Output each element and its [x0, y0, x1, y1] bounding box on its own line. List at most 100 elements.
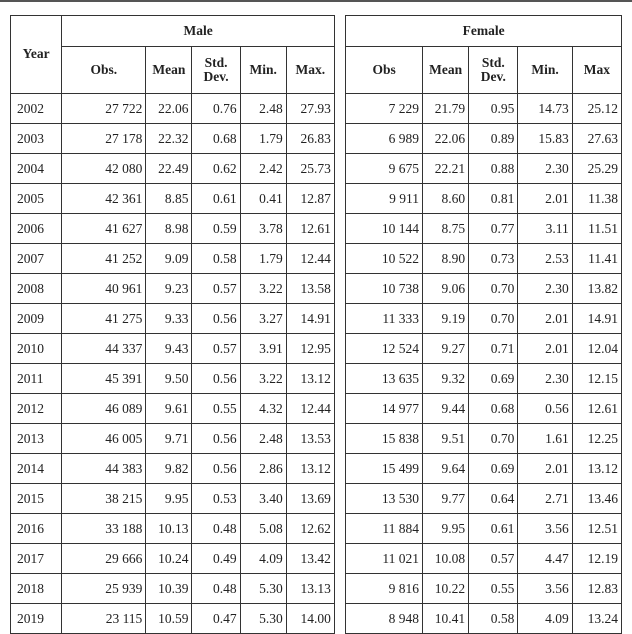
female-std-dev-cell: 0.70 [468, 273, 519, 304]
male-min-cell: 3.78 [239, 213, 287, 244]
female-std-dev-cell: 0.69 [468, 363, 519, 394]
female-std-dev-cell: 0.95 [468, 93, 519, 124]
table-row: 2012 46 089 9.61 0.55 4.32 12.44 14 977 9.44 0.6… [9, 393, 623, 424]
year-cell: 2012 [9, 393, 63, 424]
female-std-dev-cell: 0.70 [468, 303, 519, 334]
female-std-dev-cell: 0.71 [468, 333, 519, 364]
male-max-cell: 12.44 [285, 393, 335, 424]
male-max-cell: 13.12 [285, 363, 335, 394]
female-obs-cell: 13 530 [345, 483, 424, 514]
female-mean-cell: 9.64 [422, 453, 470, 484]
male-max-cell: 12.62 [285, 513, 335, 544]
table-row: 2016 33 188 10.13 0.48 5.08 12.62 11 884 9.95 0.… [9, 513, 623, 544]
table-body: 2002 27 722 22.06 0.76 2.48 27.93 7 229 21.79 0.… [9, 93, 623, 634]
male-obs-cell: 38 215 [61, 483, 147, 514]
male-std-dev-cell: 0.55 [191, 393, 241, 424]
year-cell: 2003 [9, 123, 63, 154]
female-group-header: Female [345, 15, 622, 47]
column-spacer [333, 93, 347, 124]
male-min-cell: 4.09 [239, 543, 287, 574]
male-std-dev-cell: 0.48 [191, 573, 241, 604]
female-max-cell: 13.82 [571, 273, 623, 304]
female-mean-cell: 9.06 [422, 273, 470, 304]
header-columns-row: Obs. Mean Std. Dev. Min. Max. Obs Mean S… [11, 46, 623, 94]
table-row: 2005 42 361 8.85 0.61 0.41 12.87 9 911 8.60 0.81… [9, 183, 623, 214]
column-spacer [333, 273, 347, 304]
column-spacer [333, 423, 347, 454]
male-min-cell: 1.79 [239, 123, 287, 154]
male-mean-cell: 8.98 [145, 213, 193, 244]
column-spacer [333, 483, 347, 514]
female-min-cell: 2.30 [517, 363, 573, 394]
column-spacer [333, 603, 347, 634]
male-std-dev-cell: 0.56 [191, 363, 241, 394]
female-max-cell: 25.29 [571, 153, 623, 184]
male-max-cell: 12.95 [285, 333, 335, 364]
male-max-cell: 25.73 [285, 153, 335, 184]
column-spacer [333, 363, 347, 394]
male-std-dev-cell: 0.62 [191, 153, 241, 184]
table-row: 2014 44 383 9.82 0.56 2.86 13.12 15 499 9.64 0.6… [9, 453, 623, 484]
female-obs-cell: 11 021 [345, 543, 424, 574]
female-max-cell: 12.04 [571, 333, 623, 364]
male-max-cell: 27.93 [285, 93, 335, 124]
female-std-dev-cell: 0.73 [468, 243, 519, 274]
year-cell: 2015 [9, 483, 63, 514]
female-obs-cell: 10 144 [345, 213, 424, 244]
column-spacer [333, 543, 347, 574]
male-mean-cell: 9.71 [145, 423, 193, 454]
male-mean-cell: 9.95 [145, 483, 193, 514]
male-std-dev-cell: 0.59 [191, 213, 241, 244]
female-max-cell: 13.12 [571, 453, 623, 484]
male-min-cell: 3.91 [239, 333, 287, 364]
female-obs-cell: 8 948 [345, 603, 424, 634]
male-obs-cell: 23 115 [61, 603, 147, 634]
male-min-cell: 0.41 [239, 183, 287, 214]
male-max-cell: 14.91 [285, 303, 335, 334]
male-obs-cell: 25 939 [61, 573, 147, 604]
female-obs-cell: 9 675 [345, 153, 424, 184]
female-std-dev-cell: 0.69 [468, 453, 519, 484]
female-min-cell: 4.47 [517, 543, 573, 574]
female-mean-cell: 21.79 [422, 93, 470, 124]
female-min-cell: 2.71 [517, 483, 573, 514]
male-mean-cell: 9.33 [145, 303, 193, 334]
column-spacer [333, 333, 347, 364]
table-row: 2010 44 337 9.43 0.57 3.91 12.95 12 524 9.27 0.7… [9, 333, 623, 364]
male-max-cell: 13.53 [285, 423, 335, 454]
male-mean-cell: 22.32 [145, 123, 193, 154]
female-min-cell: 2.53 [517, 243, 573, 274]
female-std-dev-cell: 0.81 [468, 183, 519, 214]
table-row: 2011 45 391 9.50 0.56 3.22 13.12 13 635 9.32 0.6… [9, 363, 623, 394]
female-obs-cell: 9 911 [345, 183, 424, 214]
column-spacer [333, 183, 347, 214]
male-std-dev-cell: 0.56 [191, 303, 241, 334]
female-min-cell: 3.11 [517, 213, 573, 244]
female-min-cell: 3.56 [517, 513, 573, 544]
female-mean-cell: 10.22 [422, 573, 470, 604]
year-cell: 2019 [9, 603, 63, 634]
female-max-cell: 12.61 [571, 393, 623, 424]
female-max-cell: 12.15 [571, 363, 623, 394]
male-std-dev-cell: 0.48 [191, 513, 241, 544]
female-obs-cell: 11 333 [345, 303, 424, 334]
table-row: 2007 41 252 9.09 0.58 1.79 12.44 10 522 8.90 0.7… [9, 243, 623, 274]
female-max-cell: 11.38 [571, 183, 623, 214]
male-max-cell: 12.44 [285, 243, 335, 274]
table-row: 2002 27 722 22.06 0.76 2.48 27.93 7 229 21.79 0.… [9, 93, 623, 124]
male-std-dev-cell: 0.57 [191, 273, 241, 304]
female-std-dev-cell: 0.70 [468, 423, 519, 454]
female-min-cell: 3.56 [517, 573, 573, 604]
female-std-dev-cell: 0.58 [468, 603, 519, 634]
female-obs-cell: 15 499 [345, 453, 424, 484]
male-max-cell: 26.83 [285, 123, 335, 154]
year-cell: 2009 [9, 303, 63, 334]
male-max-cell: 13.12 [285, 453, 335, 484]
male-obs-cell: 42 080 [61, 153, 147, 184]
female-mean-cell: 10.08 [422, 543, 470, 574]
male-min-cell: 2.48 [239, 93, 287, 124]
female-min-cell: 2.30 [517, 273, 573, 304]
male-max-cell: 14.00 [285, 603, 335, 634]
male-mean-cell: 9.82 [145, 453, 193, 484]
female-min-cell: 14.73 [517, 93, 573, 124]
